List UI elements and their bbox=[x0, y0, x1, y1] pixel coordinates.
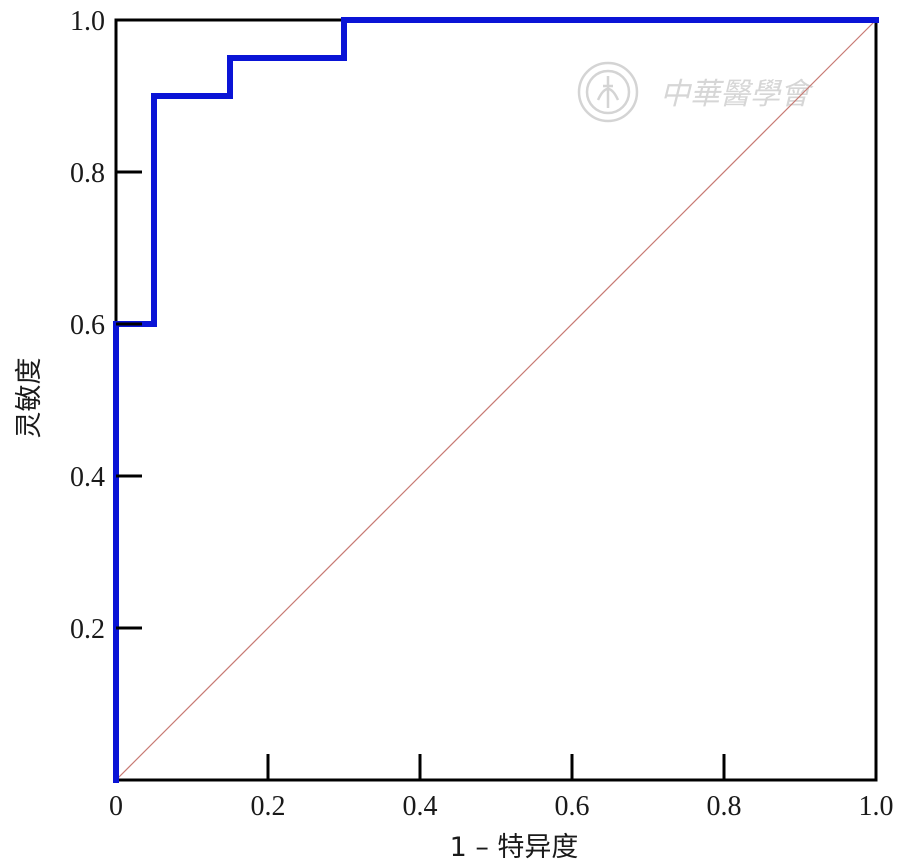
y-tick-label: 0.4 bbox=[70, 462, 105, 493]
watermark: 中華醫學會 bbox=[577, 61, 814, 123]
y-tick-label: 0.8 bbox=[70, 158, 105, 189]
emblem-icon bbox=[577, 61, 639, 123]
x-tick-label: 0.4 bbox=[403, 791, 438, 822]
x-tick-label: 1.0 bbox=[859, 791, 894, 822]
y-tick-label: 0.6 bbox=[70, 310, 105, 341]
x-tick-label: 0.8 bbox=[707, 791, 742, 822]
x-tick-label: 0.6 bbox=[555, 791, 590, 822]
x-tick-label: 0 bbox=[109, 791, 123, 822]
y-tick-label: 1.0 bbox=[70, 6, 105, 37]
y-tick-label: 0.2 bbox=[70, 614, 105, 645]
reference-diagonal-line bbox=[115, 19, 877, 781]
x-tick-label: 0.2 bbox=[251, 791, 286, 822]
y-axis-title: 灵敏度 bbox=[14, 358, 45, 439]
watermark-text: 中華醫學會 bbox=[660, 77, 814, 112]
x-axis-title: 1 – 特异度 bbox=[450, 832, 579, 863]
